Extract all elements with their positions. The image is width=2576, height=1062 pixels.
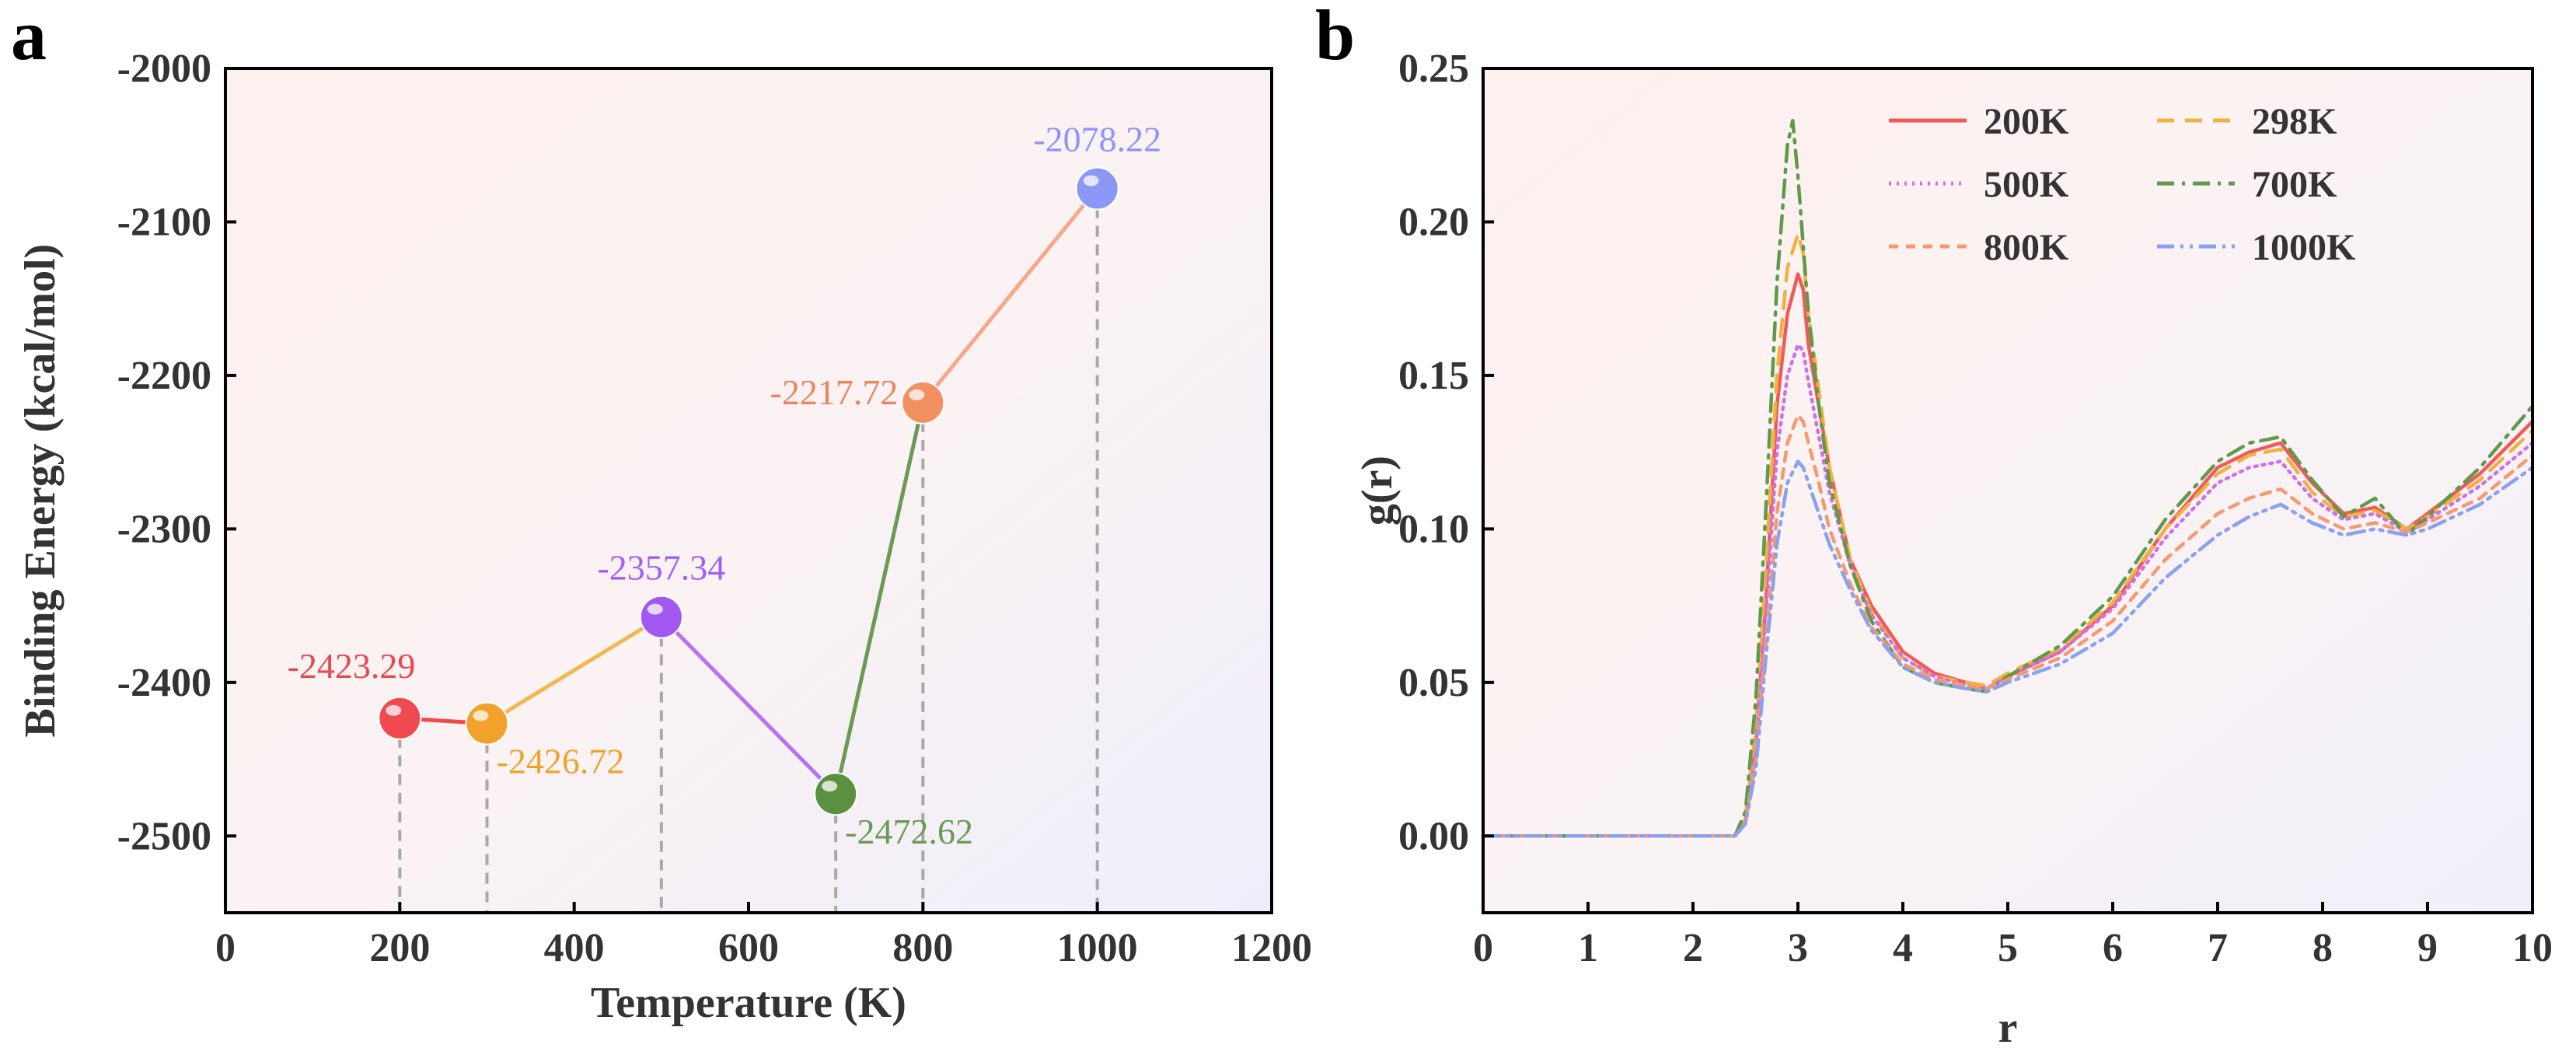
panel-b-ytick-label: 0.15 <box>1398 354 1469 398</box>
point-label: -2357.34 <box>597 548 725 588</box>
panel-a: a -2423.29 -2426.72 -2357.34 -2472.62 -2217.… <box>11 0 1312 1027</box>
data-point-highlight <box>822 781 838 792</box>
data-point <box>901 380 945 424</box>
panel-a-xtick-label: 400 <box>544 926 605 970</box>
legend: 200K 298K 500K 700K 800K 1000K <box>1889 101 2355 268</box>
point-label: -2472.62 <box>845 812 973 851</box>
panel-b-ytick-label: 0.00 <box>1398 814 1469 858</box>
line-segment <box>486 615 663 725</box>
data-point-highlight <box>473 710 489 721</box>
point-label: -2217.72 <box>770 372 899 412</box>
panel-b-xtick-label: 1 <box>1578 926 1598 970</box>
panel-a-ytick-label: -2500 <box>117 814 211 858</box>
panel-b-xtick-label: 3 <box>1788 926 1808 970</box>
series-line-1000K <box>1481 459 2535 838</box>
panel-b-ytick-label: 0.20 <box>1398 200 1469 244</box>
panel-a-xtick-label: 200 <box>369 926 430 970</box>
panel-a-xtick-label: 1200 <box>1231 926 1312 970</box>
series-line-800K <box>1481 413 2535 838</box>
panel-a-xlabel: Temperature (K) <box>591 979 906 1027</box>
legend-label: 200K <box>1984 101 2068 142</box>
panel-b-xtick-label: 5 <box>1998 926 2018 970</box>
panel-a-xtick-label: 800 <box>892 926 953 970</box>
panel-b-xtick-label: 9 <box>2417 926 2438 970</box>
panel-b: b 0 1 2 3 4 5 6 7 8 9 10 0.00 0.05 0.10 0.15 0.20 0.25 2… <box>1315 0 2553 1052</box>
legend-label: 800K <box>1984 227 2068 268</box>
panel-b-xtick-label: 2 <box>1683 926 1703 970</box>
panel-b-ytick-label: 0.05 <box>1398 661 1469 705</box>
data-point <box>1075 166 1119 211</box>
legend-label: 700K <box>2252 164 2337 205</box>
point-label: -2423.29 <box>288 646 416 686</box>
panel-a-xtick-label: 1000 <box>1057 926 1138 970</box>
line-segment <box>660 615 837 795</box>
panel-b-plot-area <box>1483 68 2532 913</box>
panel-a-xtick-label: 0 <box>215 926 236 970</box>
panel-a-letter: a <box>11 0 47 75</box>
panel-b-xtick-label: 8 <box>2312 926 2333 970</box>
panel-b-ytick-label: 0.25 <box>1398 47 1469 91</box>
panel-a-xtick-label: 600 <box>718 926 779 970</box>
point-label: -2078.22 <box>1033 119 1161 159</box>
legend-label: 1000K <box>2252 227 2355 268</box>
panel-a-ylabel: Binding Energy (kcal/mol) <box>16 244 65 738</box>
panel-b-letter: b <box>1315 0 1355 75</box>
series-line-700K <box>1481 118 2535 838</box>
panel-a-ytick-label: -2200 <box>117 354 211 398</box>
panel-b-xlabel: r <box>1998 1004 2018 1052</box>
panel-a-ytick-label: -2100 <box>117 200 211 244</box>
panel-b-xtick-label: 10 <box>2512 926 2553 970</box>
data-point <box>465 701 509 746</box>
data-point-highlight <box>909 389 925 400</box>
panel-a-ytick-label: -2400 <box>117 661 211 705</box>
panel-a-ytick-label: -2000 <box>117 47 211 91</box>
data-point-highlight <box>1083 175 1099 187</box>
data-point-highlight <box>647 603 663 615</box>
panel-b-xtick-label: 7 <box>2208 926 2228 970</box>
panel-b-ylabel: g(r) <box>1353 456 1401 526</box>
panel-b-xtick-label: 4 <box>1893 926 1913 970</box>
line-segment <box>833 402 925 795</box>
panel-b-ytick-label: 0.10 <box>1398 507 1469 551</box>
panel-b-xtick-label: 0 <box>1473 926 1493 970</box>
data-point <box>814 772 858 816</box>
panel-b-xtick-label: 6 <box>2103 926 2123 970</box>
series-line-500K <box>1481 343 2535 838</box>
legend-label: 500K <box>1984 164 2068 205</box>
line-segment <box>921 187 1099 404</box>
point-label: -2426.72 <box>497 742 625 781</box>
data-point-highlight <box>386 704 402 716</box>
data-point <box>639 595 683 639</box>
legend-label: 298K <box>2252 101 2337 142</box>
data-point <box>378 696 422 740</box>
panel-a-ytick-label: -2300 <box>117 507 211 551</box>
